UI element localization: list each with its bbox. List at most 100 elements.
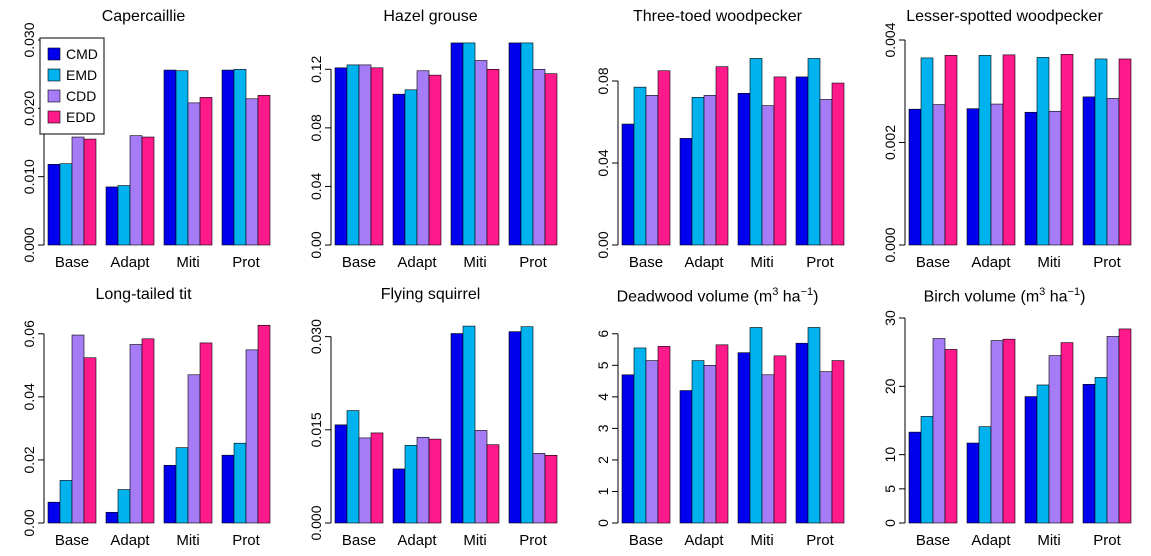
y-tick-label: 20	[882, 378, 898, 394]
x-category-label: Prot	[1093, 532, 1121, 549]
x-category-label: Miti	[750, 254, 773, 271]
bar-cmd	[105, 511, 119, 524]
bar-edd	[83, 138, 97, 246]
legend-swatch	[47, 68, 61, 82]
y-tick-label: 0.030	[21, 22, 37, 57]
bar-cmd	[334, 424, 348, 524]
chart-panel-4: Lesser-spotted woodpecker 0.000 0.002 0.004…	[861, 0, 1148, 278]
chart-title-text: Flying squirrel	[380, 286, 481, 303]
x-category-label: Miti	[463, 254, 486, 271]
bar-edd	[715, 344, 729, 524]
x-category-label: Miti	[463, 532, 486, 549]
bar-cmd	[679, 390, 693, 524]
bar-cdd	[416, 436, 430, 524]
bar-cdd	[358, 64, 372, 246]
y-tick-label: 0.08	[595, 67, 611, 94]
x-category-label: Prot	[232, 532, 260, 549]
bar-edd	[944, 349, 958, 524]
chart-panel-2: Hazel grouse 0.00 0.04 0.08 0.12 Base Adapt Mit…	[287, 0, 574, 278]
bar-edd	[199, 342, 213, 524]
bar-cmd	[966, 442, 980, 524]
bar-emd	[920, 416, 934, 524]
y-tick-label: 6	[595, 330, 611, 338]
chart-svg: 0 5 10 20 30 Base Adapt Miti Prot	[882, 310, 1132, 549]
bar-emd	[807, 327, 821, 524]
chart-title-unit: ha	[778, 288, 801, 306]
bar-cmd	[1024, 396, 1038, 524]
chart-title-text: Deadwood volume (m	[616, 288, 773, 306]
bar-cdd	[474, 60, 488, 246]
chart-title: Lesser-spotted woodpecker	[861, 8, 1148, 26]
chart-title-text: Three-toed woodpecker	[633, 8, 802, 25]
bar-emd	[404, 445, 418, 524]
chart-title: Capercaillie	[0, 8, 287, 26]
legend-label: CMD	[66, 46, 98, 62]
x-category-label: Prot	[806, 532, 834, 549]
bar-cdd	[932, 338, 946, 524]
bar-edd	[370, 432, 384, 524]
x-category-label: Adapt	[110, 254, 150, 271]
bar-edd	[428, 438, 442, 524]
chart-panel-7: Deadwood volume (m3 ha−1) 0 1 2 3 4 5 6 Base Adap…	[574, 278, 861, 556]
bar-cmd	[163, 464, 177, 524]
bar-emd	[233, 442, 247, 524]
legend: CMD EMD CDD EDD	[39, 37, 105, 135]
bar-cmd	[795, 76, 809, 246]
bar-cmd	[47, 501, 61, 524]
chart-title-text: Hazel grouse	[383, 8, 478, 25]
bar-edd	[773, 76, 787, 246]
bar-cmd	[908, 108, 922, 246]
chart-title-superscript: 3	[772, 286, 779, 298]
y-tick-label: 0.04	[21, 383, 37, 410]
bar-emd	[59, 480, 73, 524]
chart-title: Long-tailed tit	[0, 286, 287, 304]
chart-title-unit: ha	[1045, 288, 1068, 306]
bar-emd	[807, 58, 821, 246]
bar-cmd	[679, 138, 693, 246]
chart-title: Deadwood volume (m3 ha−1)	[574, 286, 861, 306]
chart-title-superscript: 3	[1039, 286, 1046, 298]
y-tick-label: 0.020	[21, 91, 37, 126]
bar-emd	[749, 327, 763, 524]
bar-emd	[462, 325, 476, 524]
y-tick-label: 10	[882, 447, 898, 463]
bar-cdd	[187, 374, 201, 524]
bar-edd	[486, 68, 500, 246]
chart-title: Birch volume (m3 ha−1)	[861, 286, 1148, 306]
bar-cdd	[71, 334, 85, 524]
bar-cmd	[1024, 111, 1038, 246]
bar-cdd	[474, 430, 488, 524]
chart-panel-8: Birch volume (m3 ha−1) 0 5 10 20 30 Base Adapt M…	[861, 278, 1148, 556]
bar-emd	[978, 426, 992, 524]
chart-title-superscript: −1	[800, 286, 814, 298]
bar-edd	[1118, 328, 1132, 524]
bar-cmd	[392, 93, 406, 246]
bar-cmd	[450, 333, 464, 524]
y-tick-label: 0.000	[21, 227, 37, 262]
bar-emd	[691, 97, 705, 246]
y-tick-label: 0	[882, 519, 898, 527]
bar-edd	[1002, 54, 1016, 246]
bar-cmd	[1082, 96, 1096, 246]
chart-title: Hazel grouse	[287, 8, 574, 26]
bar-edd	[657, 346, 671, 524]
bar-cdd	[645, 95, 659, 246]
bar-emd	[520, 42, 534, 246]
x-category-label: Base	[55, 254, 89, 271]
x-category-label: Prot	[519, 532, 547, 549]
x-category-label: Adapt	[110, 532, 150, 549]
x-category-label: Base	[629, 532, 663, 549]
bar-edd	[831, 82, 845, 246]
bar-edd	[370, 67, 384, 246]
bar-emd	[1036, 57, 1050, 246]
chart-title-superscript: −1	[1067, 286, 1081, 298]
x-category-label: Base	[342, 254, 376, 271]
chart-svg: 0.000 0.010 0.020 0.030 Base Adapt Miti Prot CMD…	[21, 22, 271, 271]
bar-cmd	[163, 69, 177, 246]
x-category-label: Adapt	[971, 532, 1011, 549]
bar-cdd	[703, 95, 717, 246]
legend-label: EMD	[66, 67, 97, 83]
bar-cdd	[645, 360, 659, 524]
bar-cdd	[416, 70, 430, 246]
